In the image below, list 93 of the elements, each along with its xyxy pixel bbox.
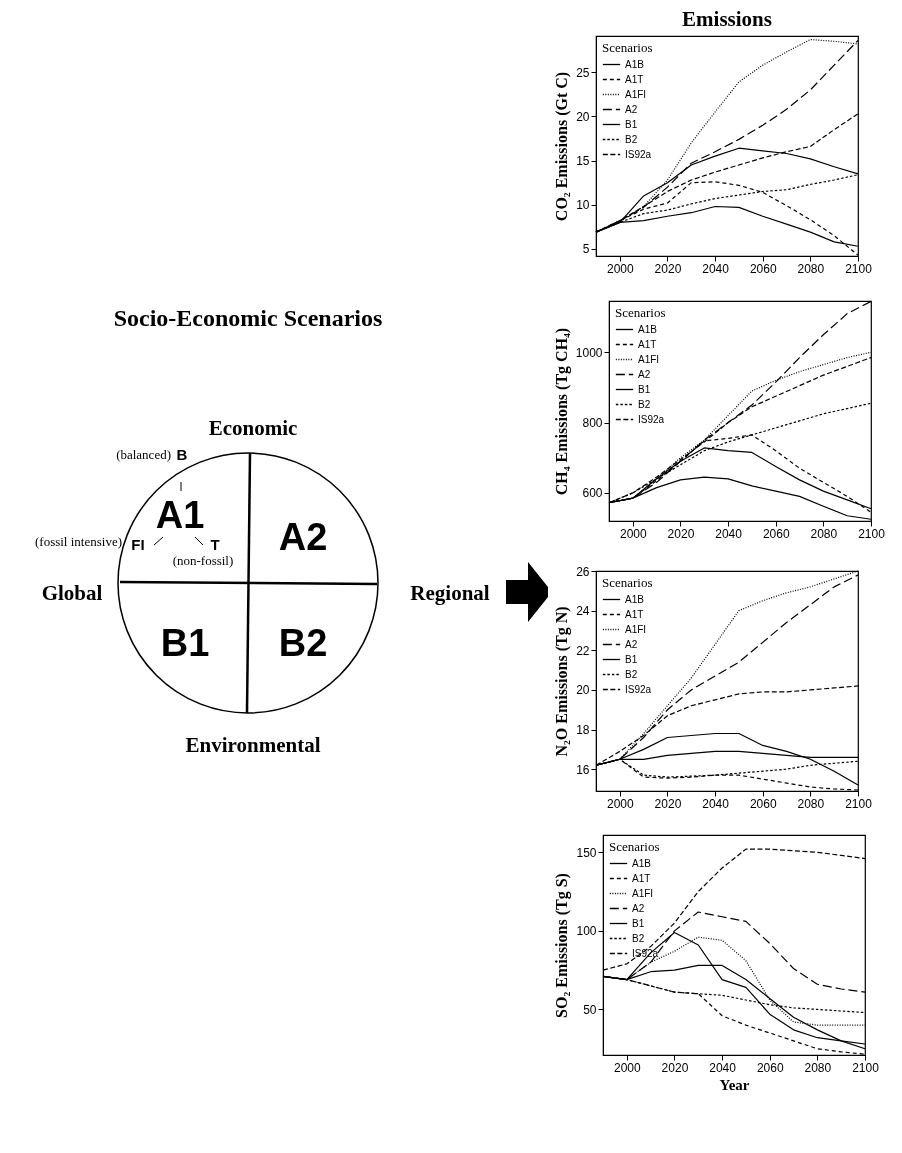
legend-title: Scenarios [609,839,660,854]
legend-label: A1T [625,73,644,85]
y-axis-title: N₂O Emissions (Tg N) [553,606,572,757]
y-tick-label: 10 [576,198,590,213]
x-axis-title: Year [719,1076,750,1093]
legend-label: A1T [625,608,644,620]
text: (fossil intensive) [34,534,122,549]
x-tick-label: 2020 [667,526,695,541]
x-tick-label: 2100 [845,261,873,276]
y-tick-label: 800 [582,416,603,431]
y-tick-label: 15 [576,154,590,169]
x-tick-label: 2040 [715,526,743,541]
x-tick-label: 2020 [661,1060,689,1075]
x-tick-label: 2100 [858,526,886,541]
legend-label: B1 [632,917,645,929]
x-tick-label: 2080 [797,796,825,811]
legend-label: B2 [625,668,638,680]
x-tick-label: 2000 [606,796,634,811]
legend-label: A2 [638,368,651,380]
legend-label: A1B [638,323,658,335]
y-tick-label: 20 [576,109,590,124]
legend-label: B1 [638,383,651,395]
text: (balanced) [116,447,171,462]
x-tick-label: 2020 [654,796,682,811]
legend-label: A1T [632,872,651,884]
y-tick-label: 24 [576,604,590,619]
text: T [210,536,220,553]
y-axis-title: SO₂ Emissions (Tg S) [553,873,572,1018]
legend-label: A1B [625,593,645,605]
legend-label: A1FI [625,88,647,100]
x-tick-label: 2000 [606,261,634,276]
y-tick-label: 50 [583,1002,597,1017]
text: Economic [208,416,298,440]
text: B [176,446,188,463]
legend-label: A2 [625,103,638,115]
legend-label: B2 [638,398,651,410]
x-tick-label: 2100 [852,1060,880,1075]
y-tick-label: 25 [576,65,590,80]
x-tick-label: 2060 [756,1060,784,1075]
legend-title: Scenarios [602,575,653,590]
x-tick-label: 2000 [619,526,647,541]
x-tick-label: 2020 [654,261,682,276]
text: A2 [278,516,328,558]
x-tick-label: 2100 [845,796,873,811]
legend-label: B2 [625,133,638,145]
x-tick-label: 2040 [709,1060,737,1075]
text: A1 [155,494,205,536]
legend-label: A1B [632,857,652,869]
x-tick-label: 2080 [804,1060,832,1075]
text: Regional [410,581,490,605]
y-tick-label: 20 [576,683,590,698]
text: B2 [278,622,328,664]
y-tick-label: 600 [582,486,603,501]
text: Environmental [185,733,321,757]
legend-label: IS92a [625,148,652,160]
x-tick-label: 2060 [762,526,790,541]
text: Socio-Economic Scenarios [113,305,383,331]
legend-label: B1 [625,653,638,665]
y-tick-label: 22 [576,643,590,658]
x-tick-label: 2080 [797,261,825,276]
y-axis-title: CO₂ Emissions (Gt C) [553,71,572,222]
legend-label: A1T [638,338,657,350]
x-tick-label: 2040 [702,796,730,811]
text: (non-fossil) [172,553,234,568]
legend-label: B2 [632,932,645,944]
legend-label: A1FI [632,887,654,899]
legend-label: IS92a [625,683,652,695]
legend-label: A1FI [638,353,660,365]
y-tick-label: 150 [576,845,597,860]
text: Global [41,581,103,605]
x-tick-label: 2060 [749,261,777,276]
legend-label: A1B [625,58,645,70]
x-tick-label: 2080 [810,526,838,541]
text: FI [131,536,145,553]
x-tick-label: 2000 [613,1060,641,1075]
legend-label: A2 [632,902,645,914]
text: B1 [160,622,210,664]
legend-title: Scenarios [602,40,653,55]
y-tick-label: 26 [576,564,590,579]
y-tick-label: 100 [576,924,597,939]
y-tick-label: 5 [582,242,590,257]
chart-title: Emissions [682,7,772,31]
legend-label: A1FI [625,623,647,635]
x-tick-label: 2040 [702,261,730,276]
legend-title: Scenarios [615,305,666,320]
legend-label: A2 [625,638,638,650]
y-tick-label: 18 [576,723,590,738]
y-axis-title: CH₄ Emissions (Tg CH₄) [552,327,571,496]
y-tick-label: 1000 [575,345,603,360]
y-tick-label: 16 [576,762,590,777]
legend-label: B1 [625,118,638,130]
x-tick-label: 2060 [749,796,777,811]
legend-label: IS92a [638,413,665,425]
